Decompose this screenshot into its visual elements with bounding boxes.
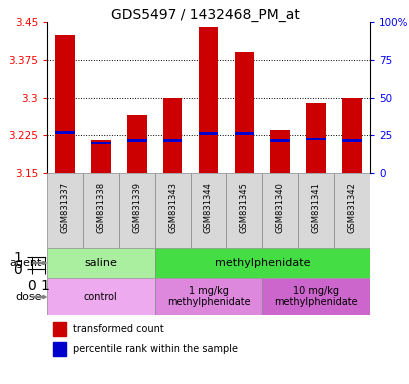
Bar: [262, 173, 297, 248]
Bar: [154, 248, 369, 278]
Bar: [306, 103, 325, 173]
Text: GSM831337: GSM831337: [60, 182, 69, 233]
Bar: [47, 173, 83, 248]
Text: GSM831343: GSM831343: [168, 182, 177, 233]
Text: 10 mg/kg
methylphenidate: 10 mg/kg methylphenidate: [274, 286, 357, 307]
Bar: [119, 173, 154, 248]
Bar: [91, 142, 110, 144]
Text: control: control: [84, 291, 117, 301]
Bar: [270, 130, 290, 173]
Bar: [83, 173, 119, 248]
Bar: [226, 173, 262, 248]
Text: GSM831345: GSM831345: [239, 182, 248, 233]
Bar: [198, 132, 218, 135]
Bar: [270, 139, 290, 142]
Text: GSM831342: GSM831342: [347, 182, 356, 233]
Bar: [55, 35, 74, 173]
Bar: [154, 173, 190, 248]
Bar: [234, 132, 254, 135]
Bar: [47, 278, 154, 315]
Text: dose: dose: [16, 291, 42, 301]
Text: saline: saline: [84, 258, 117, 268]
Text: GSM831339: GSM831339: [132, 182, 141, 233]
Bar: [333, 173, 369, 248]
Bar: [126, 139, 146, 142]
Text: 1 mg/kg
methylphenidate: 1 mg/kg methylphenidate: [166, 286, 250, 307]
Bar: [342, 98, 361, 173]
Bar: [306, 137, 325, 140]
Text: transformed count: transformed count: [73, 324, 163, 334]
Bar: [53, 342, 66, 356]
Bar: [297, 173, 333, 248]
Bar: [126, 115, 146, 173]
Bar: [91, 140, 110, 173]
Text: percentile rank within the sample: percentile rank within the sample: [73, 344, 237, 354]
Bar: [198, 27, 218, 173]
Bar: [55, 131, 74, 134]
Text: GSM831341: GSM831341: [311, 182, 320, 233]
Text: agent: agent: [9, 258, 42, 268]
Text: GSM831340: GSM831340: [275, 182, 284, 233]
Bar: [162, 139, 182, 142]
Text: GSM831338: GSM831338: [96, 182, 105, 233]
Bar: [154, 278, 262, 315]
Bar: [262, 278, 369, 315]
Bar: [234, 52, 254, 173]
Bar: [342, 139, 361, 142]
Bar: [162, 98, 182, 173]
Text: GSM831344: GSM831344: [204, 182, 213, 233]
Bar: [47, 248, 154, 278]
Bar: [190, 173, 226, 248]
Bar: [53, 322, 66, 336]
Text: methylphenidate: methylphenidate: [214, 258, 309, 268]
Text: GDS5497 / 1432468_PM_at: GDS5497 / 1432468_PM_at: [110, 8, 299, 22]
